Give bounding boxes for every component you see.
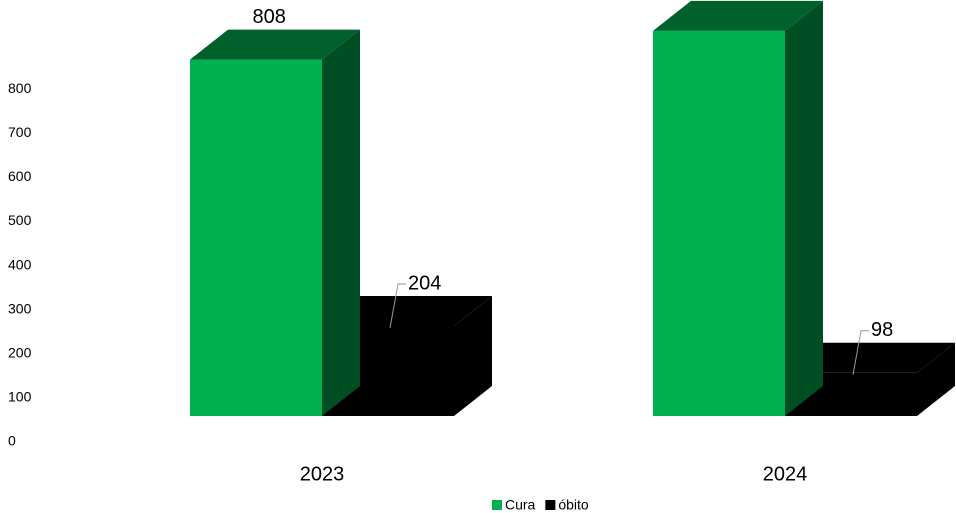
bar-top (785, 342, 955, 373)
bar (653, 30, 785, 416)
bar-top (653, 0, 823, 31)
y-tick-label: 200 (8, 344, 32, 360)
bar-side (454, 296, 492, 416)
bar-side (917, 342, 955, 416)
leader-line (389, 283, 406, 329)
legend-label: Cura (505, 497, 536, 513)
legend-label: óbito (558, 497, 589, 513)
y-tick-label: 300 (8, 300, 32, 316)
data-label: 808 (253, 6, 286, 28)
y-tick-label: 500 (8, 212, 32, 228)
bar-top (190, 29, 360, 60)
x-tick-label: 2023 (300, 463, 345, 485)
y-tick-label: 700 (8, 124, 32, 140)
bar (190, 59, 322, 417)
bar-top (322, 296, 492, 327)
x-tick-label: 2024 (763, 463, 808, 485)
bar-side (785, 0, 823, 416)
bar-side (322, 29, 360, 417)
legend-swatch (492, 500, 502, 510)
data-label: 98 (871, 319, 893, 341)
y-tick-label: 600 (8, 168, 32, 184)
y-tick-label: 0 (8, 433, 16, 449)
y-tick-label: 800 (8, 80, 32, 96)
y-tick-label: 100 (8, 389, 32, 405)
data-label: 204 (408, 272, 441, 294)
y-tick-label: 400 (8, 256, 32, 272)
leader-line (852, 330, 869, 375)
legend-swatch (545, 500, 556, 510)
